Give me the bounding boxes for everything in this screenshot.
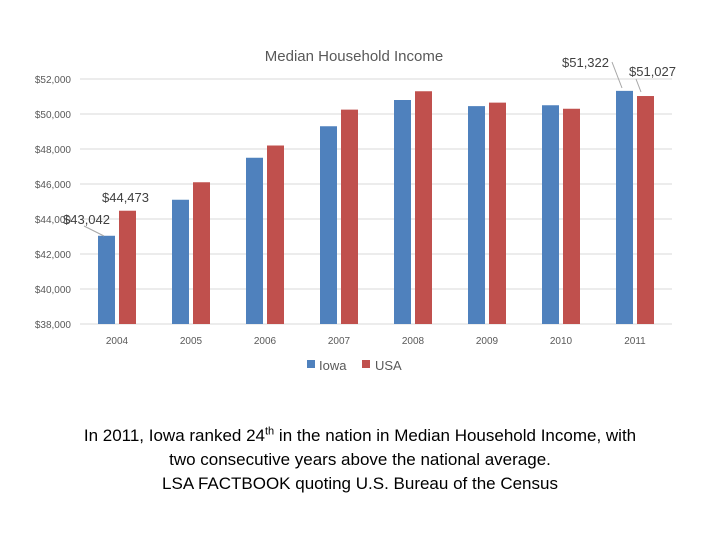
legend: Iowa USA xyxy=(307,358,402,373)
y-tick-label: $52,000 xyxy=(35,75,72,86)
x-tick-label: 2008 xyxy=(402,336,425,347)
bar-usa-2006 xyxy=(267,145,284,324)
median-income-chart: Median Household Income $38,000 $40,000 $4… xyxy=(35,48,676,373)
y-tick-label: $42,000 xyxy=(35,250,72,261)
bar-usa-2004 xyxy=(119,210,136,324)
data-label-leader xyxy=(611,61,623,89)
legend-label-usa: USA xyxy=(375,358,402,373)
y-axis-labels: $38,000 $40,000 $42,000 $44,000 $46,000 $48,0… xyxy=(35,75,72,331)
y-tick-label: $40,000 xyxy=(35,285,72,296)
caption: In 2011, Iowa ranked 24th in the nation … xyxy=(40,424,680,496)
bar-iowa-2006 xyxy=(246,157,263,324)
data-label-leader xyxy=(635,78,642,93)
bars xyxy=(98,90,654,325)
bar-iowa-2010 xyxy=(542,105,559,324)
data-label: $43,042 xyxy=(63,212,110,227)
caption-line-1-end: in the nation in Median Household Income… xyxy=(274,426,637,445)
y-tick-label: $48,000 xyxy=(35,145,72,156)
x-tick-label: 2009 xyxy=(476,336,499,347)
bar-iowa-2007 xyxy=(320,126,337,324)
bar-iowa-2004 xyxy=(98,235,115,324)
bar-usa-2005 xyxy=(193,182,210,324)
x-tick-label: 2004 xyxy=(106,336,129,347)
bar-usa-2009 xyxy=(489,102,506,324)
y-tick-label: $50,000 xyxy=(35,110,72,121)
data-label: $44,473 xyxy=(102,190,149,205)
legend-swatch-usa xyxy=(362,360,370,368)
bar-iowa-2009 xyxy=(468,106,485,324)
y-tick-label: $46,000 xyxy=(35,180,72,191)
legend-label-iowa: Iowa xyxy=(319,358,347,373)
x-tick-label: 2006 xyxy=(254,336,277,347)
bar-iowa-2005 xyxy=(172,199,189,324)
x-tick-label: 2011 xyxy=(624,336,646,347)
caption-line-1: In 2011, Iowa ranked 24th in the nation … xyxy=(40,424,680,448)
chart-title: Median Household Income xyxy=(265,48,443,65)
bar-iowa-2008 xyxy=(394,100,411,324)
x-tick-label: 2005 xyxy=(180,336,203,347)
gridlines xyxy=(80,78,672,325)
caption-superscript: th xyxy=(265,425,275,438)
caption-line-2: two consecutive years above the national… xyxy=(169,450,551,469)
data-label-leader xyxy=(83,225,105,237)
x-axis-labels: 2004 2005 2006 2007 2008 2009 2010 2011 xyxy=(106,336,646,347)
bar-usa-2007 xyxy=(341,109,358,324)
caption-line-1-start: In 2011, Iowa ranked 24 xyxy=(83,426,265,445)
data-label: $51,027 xyxy=(629,64,676,79)
legend-swatch-iowa xyxy=(307,360,315,368)
bar-usa-2008 xyxy=(415,91,432,324)
caption-line-3: LSA FACTBOOK quoting U.S. Bureau of the … xyxy=(162,474,558,493)
x-tick-label: 2007 xyxy=(328,336,351,347)
bar-usa-2010 xyxy=(563,108,580,324)
data-label: $51,322 xyxy=(562,55,609,70)
data-labels: $43,042 $44,473 $51,322 $51,027 xyxy=(63,55,676,237)
bar-iowa-2011 xyxy=(616,90,633,325)
y-tick-label: $38,000 xyxy=(35,320,72,331)
x-tick-label: 2010 xyxy=(550,336,573,347)
y-tick-label: $44,000 xyxy=(35,215,72,226)
bar-usa-2011 xyxy=(637,96,654,324)
